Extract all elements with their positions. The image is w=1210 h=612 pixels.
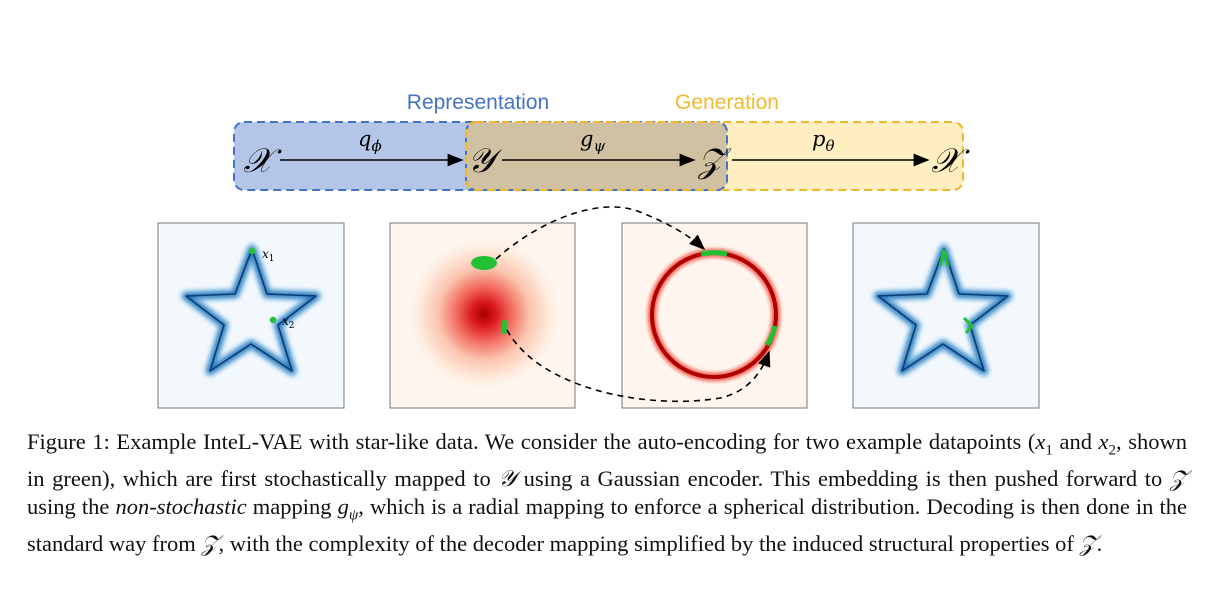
decoded-x1 xyxy=(938,249,950,267)
encoded-x1 xyxy=(471,256,497,270)
decoded-x2 xyxy=(962,316,975,334)
map-p-label: pθ xyxy=(812,127,834,155)
encoded-x2 xyxy=(502,320,507,334)
x2-label: x2 xyxy=(282,314,295,331)
dashed-arrow-x2 xyxy=(506,329,771,403)
figure-caption: Figure 1: Example InteL-VAE with star-li… xyxy=(27,429,1188,556)
node-x-output: 𝒳 xyxy=(931,141,970,181)
point-x2 xyxy=(269,316,277,324)
generation-label: Generation xyxy=(675,91,779,114)
point-x1 xyxy=(248,247,256,255)
mapped-x1 xyxy=(700,250,728,257)
x1-label: x1 xyxy=(262,247,275,264)
gaussian-density xyxy=(404,234,564,394)
representation-label: Representation xyxy=(407,91,549,114)
mapped-x2 xyxy=(764,325,778,347)
map-g-label: gψ xyxy=(580,127,605,155)
map-q-label: qϕ xyxy=(358,127,382,155)
overlap-region xyxy=(467,123,726,189)
dashed-arrow-x1 xyxy=(495,206,706,260)
